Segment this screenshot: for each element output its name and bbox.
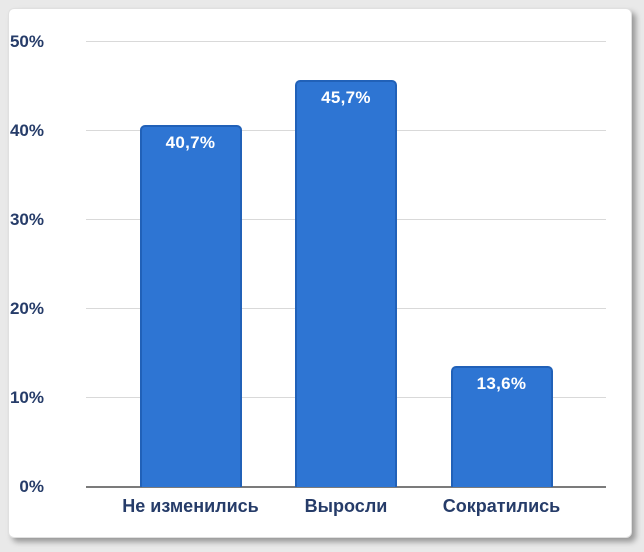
gridline-50: [86, 41, 606, 42]
x-axis-line: [86, 486, 606, 488]
y-axis-tick-label-30: 30%: [9, 210, 44, 229]
plot-area: 40,7% 45,7% 13,6%: [86, 41, 606, 488]
y-axis-tick-label-10: 10%: [9, 388, 44, 407]
bar-2: 45,7%: [295, 80, 397, 487]
bar-value-label-3: 13,6%: [476, 373, 527, 393]
y-axis-tick-label-20: 20%: [9, 299, 44, 318]
y-axis-tick-label-40: 40%: [9, 121, 44, 140]
y-axis-tick-label-0: 0%: [19, 477, 44, 496]
bar-value-label-2: 45,7%: [321, 88, 371, 108]
x-axis-category-label-1: Не изменились: [122, 496, 259, 516]
bar-value-label-1: 40,7%: [165, 132, 216, 152]
bar-1: 40,7%: [139, 124, 242, 487]
x-axis-category-label-3: Сократились: [442, 496, 561, 516]
x-axis-category-label-2: Выросли: [304, 496, 388, 516]
y-axis-tick-label-50: 50%: [9, 32, 44, 51]
chart-card: 40,7% 45,7% 13,6% 0% 10% 20% 30% 40% 50% Не изме…: [8, 8, 632, 538]
bar-3: 13,6%: [450, 365, 553, 487]
